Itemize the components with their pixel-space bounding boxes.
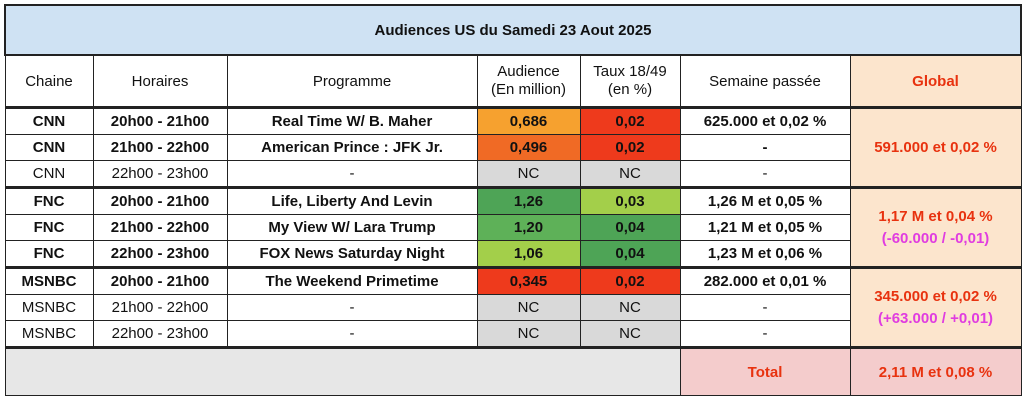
header-audience: Audience (En million): [476, 54, 581, 108]
cell-programme: Life, Liberty And Levin: [226, 186, 478, 215]
cell-semaine: -: [679, 160, 851, 188]
cell-horaires: 22h00 - 23h00: [92, 320, 228, 348]
header-taux-line1: Taux 18/49: [593, 63, 667, 80]
header-global: Global: [849, 54, 1022, 108]
cell-programme: -: [226, 160, 478, 188]
header-audience-line1: Audience: [497, 63, 560, 80]
global-fnc: 1,17 M et 0,04 % (-60.000 / -0,01): [849, 186, 1022, 268]
cell-audience: NC: [476, 294, 581, 321]
table-row: CNN 22h00 - 23h00 - NC NC -: [4, 160, 1021, 188]
cell-audience: 0,496: [476, 134, 581, 161]
cell-semaine: -: [679, 294, 851, 321]
cell-horaires: 22h00 - 23h00: [92, 240, 228, 268]
cell-audience: 1,20: [476, 214, 581, 241]
table-title: Audiences US du Samedi 23 Aout 2025: [3, 4, 1023, 56]
cell-taux: 0,04: [579, 214, 681, 241]
total-value: 2,11 M et 0,08 %: [849, 346, 1022, 396]
cell-chaine: MSNBC: [4, 266, 94, 295]
cell-horaires: 20h00 - 21h00: [92, 186, 228, 215]
cell-horaires: 21h00 - 22h00: [92, 214, 228, 241]
cell-taux: 0,03: [579, 186, 681, 215]
cell-chaine: MSNBC: [4, 320, 94, 348]
cell-semaine: 625.000 et 0,02 %: [679, 106, 851, 135]
global-msnbc-value: 345.000 et 0,02 %: [874, 287, 997, 305]
footer-row: Total 2,11 M et 0,08 %: [4, 346, 1022, 396]
table-row: FNC 22h00 - 23h00 FOX News Saturday Nigh…: [4, 240, 1021, 268]
cell-semaine: 282.000 et 0,01 %: [679, 266, 851, 295]
cell-chaine: MSNBC: [4, 294, 94, 321]
total-label: Total: [679, 346, 851, 396]
cell-chaine: CNN: [4, 134, 94, 161]
cell-taux: 0,02: [579, 266, 681, 295]
cell-chaine: CNN: [4, 160, 94, 188]
global-cnn: 591.000 et 0,02 %: [849, 106, 1022, 188]
cell-audience: NC: [476, 160, 581, 188]
audience-table: Audiences US du Samedi 23 Aout 2025 Chai…: [3, 4, 1023, 396]
cell-programme: FOX News Saturday Night: [226, 240, 478, 268]
cell-taux: NC: [579, 160, 681, 188]
cell-chaine: FNC: [4, 240, 94, 268]
header-horaires: Horaires: [92, 54, 228, 108]
cell-horaires: 21h00 - 22h00: [92, 294, 228, 321]
table-row: MSNBC 22h00 - 23h00 - NC NC -: [4, 320, 1021, 348]
cell-semaine: -: [679, 134, 851, 161]
cell-audience: NC: [476, 320, 581, 348]
cell-programme: Real Time W/ B. Maher: [226, 106, 478, 135]
header-chaine: Chaine: [4, 54, 94, 108]
cell-programme: -: [226, 320, 478, 348]
header-taux-line2: (en %): [607, 81, 653, 98]
cell-taux: NC: [579, 320, 681, 348]
global-msnbc-diff: (+63.000 / +0,01): [877, 309, 994, 327]
cell-programme: My View W/ Lara Trump: [226, 214, 478, 241]
cell-horaires: 22h00 - 23h00: [92, 160, 228, 188]
cell-semaine: 1,21 M et 0,05 %: [679, 214, 851, 241]
global-fnc-value: 1,17 M et 0,04 %: [878, 207, 993, 225]
global-fnc-diff: (-60.000 / -0,01): [881, 229, 990, 247]
table-row: FNC 20h00 - 21h00 Life, Liberty And Levi…: [4, 186, 1022, 268]
cell-taux: NC: [579, 294, 681, 321]
cell-taux: 0,04: [579, 240, 681, 268]
table-row: CNN 20h00 - 21h00 Real Time W/ B. Maher …: [4, 106, 1022, 188]
cell-horaires: 20h00 - 21h00: [92, 106, 228, 135]
cell-horaires: 20h00 - 21h00: [92, 266, 228, 295]
cell-programme: -: [226, 294, 478, 321]
cell-chaine: FNC: [4, 214, 94, 241]
cell-audience: 0,345: [476, 266, 581, 295]
footer-empty: [4, 346, 681, 396]
cell-audience: 0,686: [476, 106, 581, 135]
cell-audience: 1,26: [476, 186, 581, 215]
table-row: FNC 21h00 - 22h00 My View W/ Lara Trump …: [4, 214, 1021, 241]
table-row: MSNBC 20h00 - 21h00 The Weekend Primetim…: [4, 266, 1022, 348]
cell-semaine: 1,23 M et 0,06 %: [679, 240, 851, 268]
cell-chaine: CNN: [4, 106, 94, 135]
header-programme: Programme: [226, 54, 478, 108]
cell-horaires: 21h00 - 22h00: [92, 134, 228, 161]
cell-taux: 0,02: [579, 134, 681, 161]
header-taux: Taux 18/49 (en %): [579, 54, 681, 108]
header-audience-line2: (En million): [490, 81, 566, 98]
cell-audience: 1,06: [476, 240, 581, 268]
table-row: CNN 21h00 - 22h00 American Prince : JFK …: [4, 134, 1021, 161]
cell-semaine: 1,26 M et 0,05 %: [679, 186, 851, 215]
cell-programme: The Weekend Primetime: [226, 266, 478, 295]
header-semaine: Semaine passée: [679, 54, 851, 108]
cell-chaine: FNC: [4, 186, 94, 215]
cell-programme: American Prince : JFK Jr.: [226, 134, 478, 161]
global-msnbc: 345.000 et 0,02 % (+63.000 / +0,01): [849, 266, 1022, 348]
cell-taux: 0,02: [579, 106, 681, 135]
cell-semaine: -: [679, 320, 851, 348]
